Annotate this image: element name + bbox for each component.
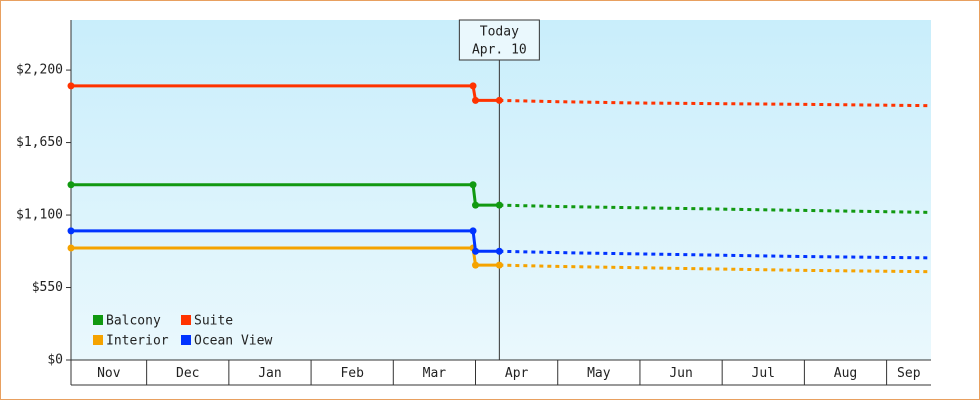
point (67, 181, 75, 189)
forecast-line (499, 249, 932, 260)
x-tick-label: Mar (423, 366, 447, 381)
legend-swatch (93, 315, 103, 325)
x-tick-label: Sep (897, 366, 921, 381)
point (472, 96, 480, 104)
point (495, 96, 503, 104)
legend-swatch (181, 335, 191, 345)
y-tick-label: $2,200 (16, 63, 63, 78)
point (67, 82, 75, 90)
forecast-line (499, 263, 932, 274)
series-line (71, 229, 500, 253)
x-tick-label: Jul (752, 366, 775, 381)
point (469, 82, 477, 90)
forecast-line (499, 98, 932, 108)
x-tick-label: Feb (340, 366, 364, 381)
x-tick-label: Jun (669, 366, 692, 381)
x-tick-label: Nov (97, 366, 121, 381)
y-tick-label: $550 (32, 280, 63, 295)
y-tick-label: $1,650 (16, 135, 63, 150)
legend-label: Interior (106, 334, 169, 349)
legend-label: Balcony (106, 314, 161, 329)
point (67, 227, 75, 235)
point (67, 244, 75, 252)
point (469, 181, 477, 189)
legend-label: Ocean View (194, 334, 272, 349)
forecast-line (499, 203, 932, 214)
x-tick-label: Dec (176, 366, 199, 381)
y-tick-label: $1,100 (16, 208, 63, 223)
point (495, 261, 503, 269)
plot-area (71, 20, 931, 360)
legend-swatch (181, 315, 191, 325)
x-tick-label: May (587, 366, 611, 381)
point (469, 227, 477, 235)
point (495, 201, 503, 209)
today-label: Apr. 10 (472, 43, 527, 58)
x-tick-label: Apr (505, 366, 529, 381)
today-box (458, 19, 540, 61)
y-tick-label: $0 (47, 353, 63, 368)
x-tick-label: Aug (834, 366, 857, 381)
today-label: Today (480, 25, 519, 40)
point (495, 247, 503, 255)
series-line (71, 183, 500, 207)
x-tick-label: Jan (258, 366, 281, 381)
legend-swatch (93, 335, 103, 345)
point (472, 201, 480, 209)
point (472, 247, 480, 255)
legend-label: Suite (194, 314, 233, 329)
point (472, 261, 480, 269)
series-line (71, 84, 500, 102)
series-line (71, 246, 500, 267)
